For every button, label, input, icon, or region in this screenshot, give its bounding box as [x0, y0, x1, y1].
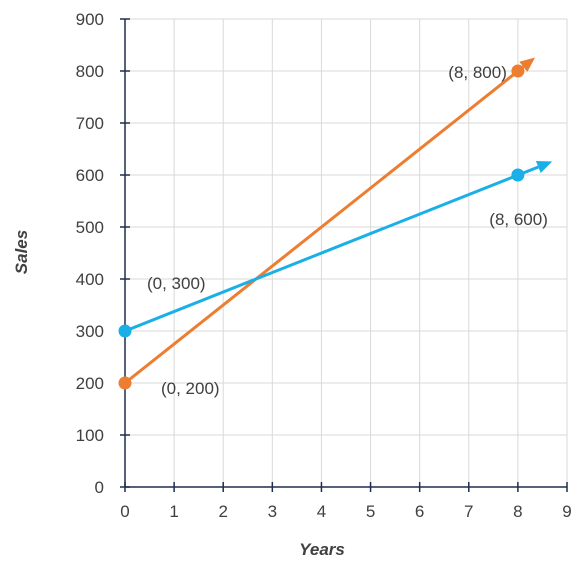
- y-tick-label: 100: [76, 426, 104, 445]
- x-tick-label: 8: [513, 502, 522, 521]
- series-line: [124, 65, 525, 385]
- point-labels: (0, 200) (8, 800) (0, 300) (8, 600): [147, 63, 548, 398]
- y-tick-label: 600: [76, 166, 104, 185]
- x-tick-label: 9: [562, 502, 571, 521]
- x-axis-title: Years: [299, 540, 345, 559]
- data-point-label: (8, 800): [448, 63, 507, 82]
- y-tick-label: 800: [76, 62, 104, 81]
- series-line: [124, 165, 539, 333]
- data-point-label: (0, 200): [161, 379, 220, 398]
- x-tick-label: 0: [120, 502, 129, 521]
- data-point: [118, 324, 132, 338]
- data-point-label: (8, 600): [489, 210, 548, 229]
- arrow-head: [535, 160, 553, 174]
- tick-labels: 0 1 2 3 4 5 6 7 8 9 0 100 200 300 400 500 600 700 800 900: [76, 10, 572, 521]
- y-tick-label: 500: [76, 218, 104, 237]
- x-tick-label: 3: [268, 502, 277, 521]
- data-point-label: (0, 300): [147, 274, 206, 293]
- y-tick-label: 400: [76, 270, 104, 289]
- x-tick-label: 5: [366, 502, 375, 521]
- x-tick-label: 4: [317, 502, 326, 521]
- x-tick-label: 7: [464, 502, 473, 521]
- x-tick-label: 1: [169, 502, 178, 521]
- series-group: [118, 57, 553, 390]
- grid: [125, 18, 568, 487]
- data-point: [511, 168, 525, 182]
- y-tick-label: 900: [76, 10, 104, 29]
- x-tick-label: 2: [218, 502, 227, 521]
- data-point: [118, 376, 132, 390]
- axes: [120, 18, 568, 492]
- y-axis-title: Sales: [12, 230, 31, 274]
- arrow-head: [519, 57, 536, 72]
- y-tick-label: 0: [95, 478, 104, 497]
- y-tick-label: 200: [76, 374, 104, 393]
- y-tick-label: 300: [76, 322, 104, 341]
- data-point: [511, 64, 525, 78]
- x-tick-label: 6: [415, 502, 424, 521]
- y-tick-label: 700: [76, 114, 104, 133]
